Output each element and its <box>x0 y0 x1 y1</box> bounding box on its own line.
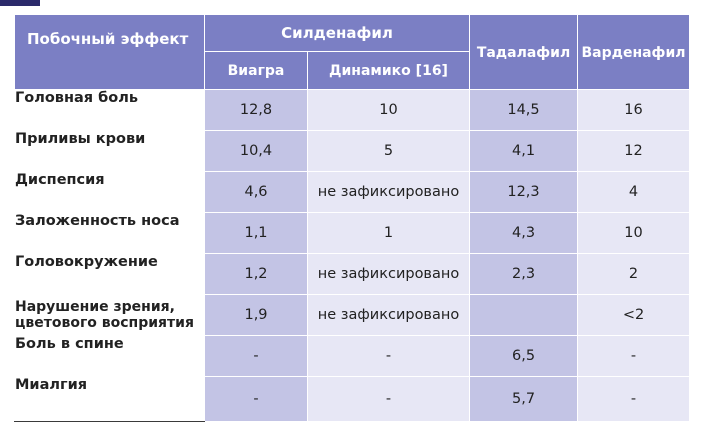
cell-viagra: 10,4 <box>204 130 308 172</box>
cell-tadalafil: 12,3 <box>469 171 579 213</box>
row-label: Боль в спине <box>14 335 205 377</box>
cell-tadalafil: 5,7 <box>469 376 579 422</box>
cell-vardenafil: <2 <box>577 294 691 336</box>
table-row: Диспепсия 4,6 не зафиксировано 12,3 4 <box>14 171 691 213</box>
cell-dinamiko: - <box>306 335 471 377</box>
cell-viagra: - <box>204 335 308 377</box>
cell-vardenafil: 12 <box>577 130 691 172</box>
header-vardenafil: Варденафил <box>577 14 691 90</box>
cell-dinamiko: - <box>306 376 471 422</box>
table-row: Приливы крови 10,4 5 4,1 12 <box>14 130 691 172</box>
cell-dinamiko: не зафиксировано <box>306 253 471 295</box>
cell-dinamiko: не зафиксировано <box>306 294 471 336</box>
row-label: Нарушение зрения, цветового восприятия <box>14 294 205 336</box>
cell-dinamiko: 1 <box>306 212 471 254</box>
table-row: Заложенность носа 1,1 1 4,3 10 <box>14 212 691 254</box>
header-sildenafil: Силденафил <box>203 14 471 52</box>
table-row: Головная боль 12,8 10 14,5 16 <box>14 89 691 131</box>
corner-mark <box>0 0 40 6</box>
header-viagra: Виагра <box>204 51 308 90</box>
row-label: Заложенность носа <box>14 212 205 254</box>
row-label: Головокружение <box>14 253 205 295</box>
cell-viagra: 4,6 <box>204 171 308 213</box>
cell-tadalafil: 4,3 <box>469 212 579 254</box>
cell-dinamiko: не зафиксировано <box>306 171 471 213</box>
cell-viagra: - <box>204 376 308 422</box>
cell-tadalafil: 6,5 <box>469 335 579 377</box>
cell-viagra: 1,1 <box>204 212 308 254</box>
cell-tadalafil: 4,1 <box>469 130 579 172</box>
cell-tadalafil <box>469 294 579 336</box>
cell-vardenafil: 16 <box>577 89 691 131</box>
table-row: Боль в спине - - 6,5 - <box>14 335 691 377</box>
row-label-line: Нарушение зрения, <box>15 299 175 315</box>
cell-tadalafil: 14,5 <box>469 89 579 131</box>
cell-dinamiko: 10 <box>306 89 471 131</box>
header-side-effect: Побочный эффект <box>14 14 205 90</box>
table-row: Головокружение 1,2 не зафиксировано 2,3 … <box>14 253 691 295</box>
header-tadalafil: Тадалафил <box>469 14 579 90</box>
row-label: Миалгия <box>14 376 205 422</box>
cell-viagra: 1,2 <box>204 253 308 295</box>
cell-vardenafil: - <box>577 335 691 377</box>
cell-dinamiko: 5 <box>306 130 471 172</box>
cell-vardenafil: 10 <box>577 212 691 254</box>
cell-vardenafil: 2 <box>577 253 691 295</box>
cell-vardenafil: - <box>577 376 691 422</box>
table-row: Нарушение зрения, цветового восприятия 1,… <box>14 294 691 336</box>
side-effects-table: Побочный эффект Силденафил Тадалафил Вар… <box>14 14 691 422</box>
row-label: Приливы крови <box>14 130 205 172</box>
header-dinamiko: Динамико [16] <box>306 51 471 90</box>
cell-viagra: 12,8 <box>204 89 308 131</box>
cell-vardenafil: 4 <box>577 171 691 213</box>
row-label: Диспепсия <box>14 171 205 213</box>
row-label-line: цветового восприятия <box>15 315 194 331</box>
table-row: Миалгия - - 5,7 - <box>14 376 691 422</box>
cell-viagra: 1,9 <box>204 294 308 336</box>
cell-tadalafil: 2,3 <box>469 253 579 295</box>
row-label: Головная боль <box>14 89 205 131</box>
